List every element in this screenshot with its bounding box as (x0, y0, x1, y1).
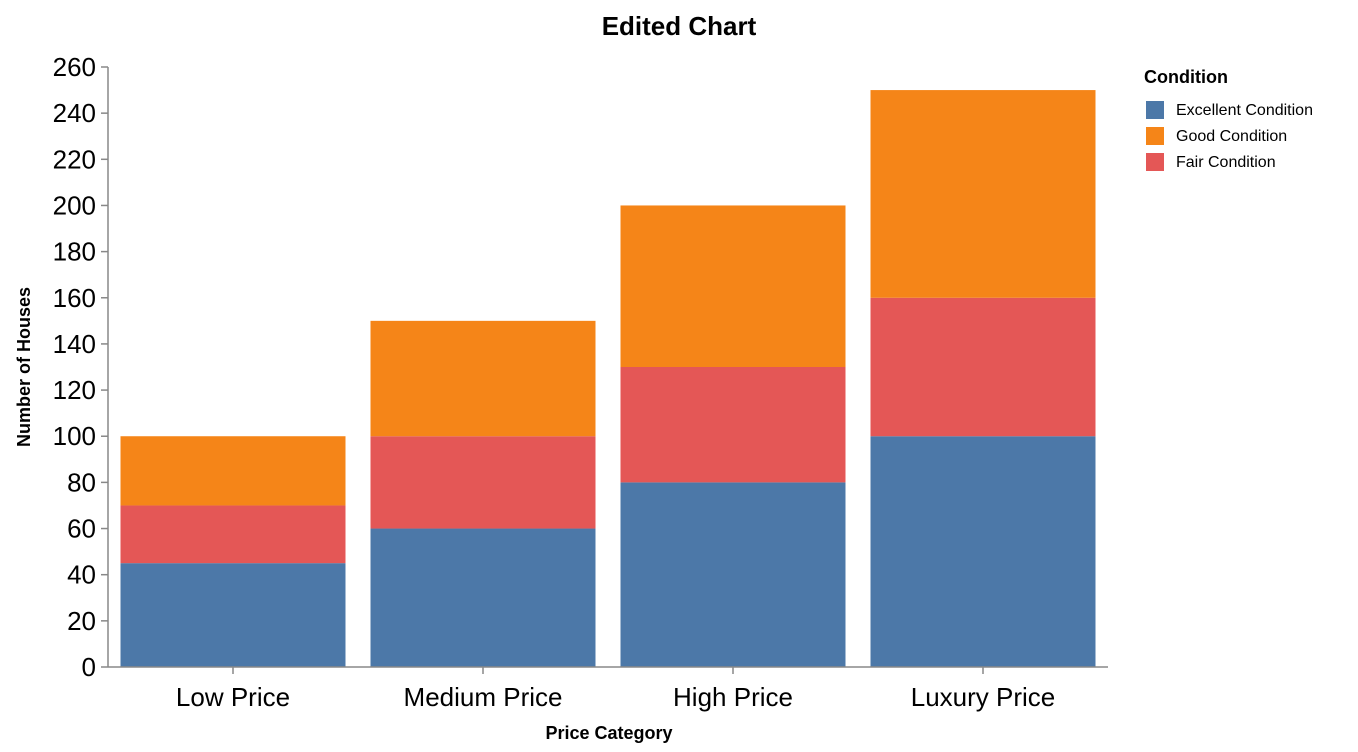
bar-high-price-excellent-condition (620, 482, 846, 667)
y-tick-label: 80 (67, 467, 96, 497)
x-axis-title: Price Category (545, 723, 672, 743)
legend: Condition Excellent Condition Good Condit… (1144, 67, 1313, 171)
legend-label: Good Condition (1176, 128, 1287, 145)
y-tick-label: 60 (67, 514, 96, 544)
y-tick-label: 140 (53, 329, 96, 359)
y-tick-label: 200 (53, 190, 96, 220)
bar-medium-price-fair-condition (370, 436, 596, 529)
x-tick-label: Low Price (176, 682, 290, 712)
y-tick-label: 260 (53, 52, 96, 82)
bar-low-price-fair-condition (120, 505, 346, 564)
y-tick-label: 100 (53, 421, 96, 451)
legend-label: Excellent Condition (1176, 102, 1313, 119)
bars-group (120, 90, 1096, 667)
bar-high-price-fair-condition (620, 367, 846, 483)
bar-medium-price-good-condition (370, 320, 596, 437)
legend-swatch (1146, 127, 1164, 145)
bar-medium-price-excellent-condition (370, 528, 596, 667)
y-tick-label: 180 (53, 237, 96, 267)
y-tick-label: 20 (67, 606, 96, 636)
y-tick-label: 40 (67, 560, 96, 590)
y-tick-label: 240 (53, 98, 96, 128)
bar-luxury-price-excellent-condition (870, 436, 1096, 667)
x-tick-label: High Price (673, 682, 793, 712)
x-tick-label: Medium Price (404, 682, 563, 712)
bar-low-price-excellent-condition (120, 563, 346, 667)
legend-title: Condition (1144, 67, 1228, 87)
bar-low-price-good-condition (120, 436, 346, 506)
bar-luxury-price-good-condition (870, 90, 1096, 298)
y-tick-label: 160 (53, 283, 96, 313)
legend-swatch (1146, 153, 1164, 171)
legend-label: Fair Condition (1176, 154, 1276, 171)
y-tick-label: 220 (53, 144, 96, 174)
bar-high-price-good-condition (620, 205, 846, 367)
chart-title: Edited Chart (602, 11, 757, 41)
y-axis-title: Number of Houses (14, 287, 34, 447)
legend-swatch (1146, 101, 1164, 119)
y-axis: 0 20 40 60 80 100 120 140 160 180 200 220 240 260 (53, 52, 109, 682)
y-tick-label: 120 (53, 375, 96, 405)
bar-luxury-price-fair-condition (870, 297, 1096, 437)
x-axis: Low Price Medium Price High Price Luxury Pr… (108, 666, 1108, 712)
x-tick-label: Luxury Price (911, 682, 1056, 712)
y-tick-label: 0 (82, 652, 96, 682)
